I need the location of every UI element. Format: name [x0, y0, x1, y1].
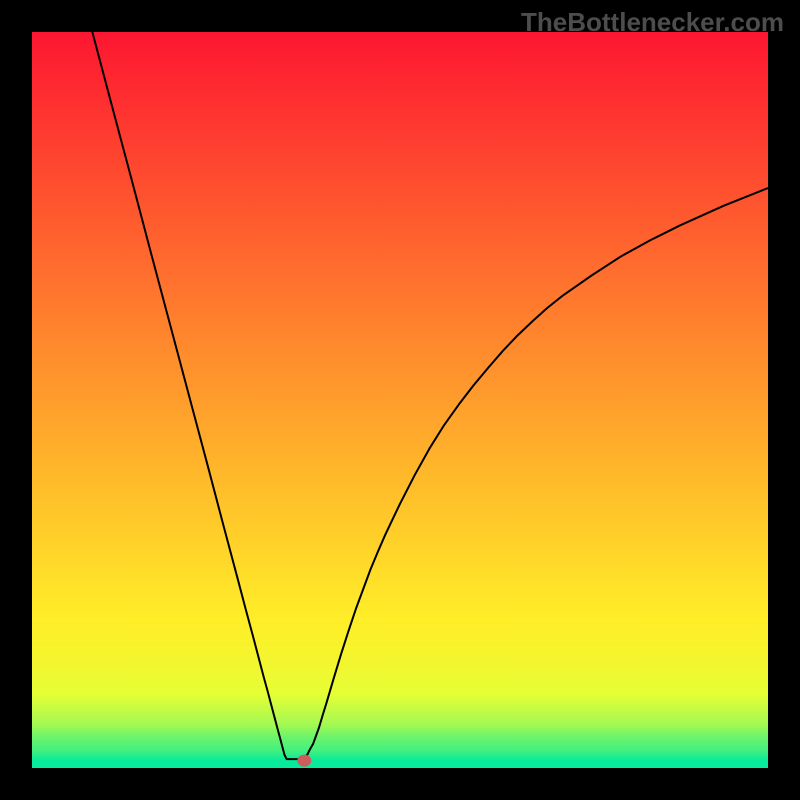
- watermark-text: TheBottlenecker.com: [521, 7, 784, 38]
- gradient-plot-area: [32, 32, 768, 768]
- accent-dot: [297, 755, 311, 767]
- watermark-label: TheBottlenecker.com: [521, 7, 784, 37]
- gradient-background: [32, 32, 768, 768]
